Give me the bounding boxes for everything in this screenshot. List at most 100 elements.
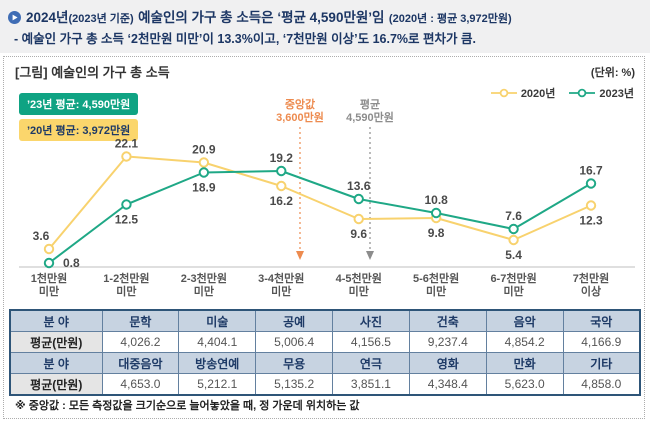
value-label: 22.1 (115, 137, 139, 151)
data-point (585, 178, 597, 189)
unit-label: (단위: %) (590, 67, 635, 79)
value-label: 9.8 (428, 226, 445, 240)
avg-2020-badge: ’20년 평균: 3,972만원 (19, 119, 139, 141)
average-value-cell: 5,623.0 (485, 373, 564, 396)
arrow-bullet-icon (8, 11, 21, 29)
annotation-value: 4,590만원 (346, 110, 394, 124)
average-value-cell: 5,212.1 (178, 373, 257, 396)
average-value-cell: 3,851.1 (332, 373, 410, 396)
average-value-cell: 4,026.2 (101, 331, 180, 353)
headline: 2024년(2023년 기준) 예술인의 가구 총 소득은 ‘평균 4,590만… (8, 6, 512, 29)
value-label: 16.2 (270, 194, 294, 208)
value-label: 3.6 (33, 229, 50, 243)
headline-paren: (2020년 : 평균 3,972만원) (388, 13, 512, 25)
value-label: 20.9 (192, 143, 216, 157)
average-value-cell: 4,854.2 (485, 331, 564, 353)
data-point (43, 243, 55, 255)
annotation-value: 3,600만원 (276, 110, 324, 124)
value-label: 19.2 (270, 151, 294, 165)
category-label: 1천만원 (31, 271, 67, 285)
average-value-cell: 4,166.9 (562, 331, 641, 353)
data-point (198, 167, 210, 178)
value-label: 16.7 (579, 164, 603, 178)
field-name-cell: 공예 (255, 309, 334, 332)
data-point (121, 199, 132, 210)
category-label: 미만 (39, 284, 59, 298)
data-point (585, 200, 597, 211)
headline-main: 예술인의 가구 총 소득은 ‘평균 4,590만원’임 (138, 10, 385, 25)
income-by-field-table: 분 야 문학 미술 공예 사진 건축 음악 국악 평균(만원) 4,026.2 4,404.1 5,0… (9, 309, 641, 396)
legend-marker-icon (569, 88, 596, 98)
average-value-cell: 5,135.2 (255, 373, 334, 396)
field-name-cell: 기타 (562, 352, 641, 374)
row-header-average: 평균(만원) (9, 373, 103, 396)
legend-label: 2023년 (599, 88, 634, 100)
value-label: 12.5 (115, 213, 139, 227)
value-label: 7.6 (505, 209, 522, 223)
series-line-2023년 (48, 170, 592, 264)
row-header-field: 분 야 (9, 309, 103, 332)
category-label: 미만 (116, 284, 136, 298)
average-badges: ’23년 평균: 4,590만원 ’20년 평균: 3,972만원 (19, 93, 139, 145)
field-name-cell: 연극 (332, 352, 410, 374)
average-value-cell: 4,156.5 (332, 331, 410, 353)
legend-item-2023년: 2023년 (569, 85, 634, 101)
table-row: 분 야 대중음악 방송연예 무용 연극 영화 만화 기타 (9, 352, 641, 374)
average-value-cell: 4,404.1 (178, 331, 257, 353)
data-point (353, 193, 364, 205)
headline-year: 2024년 (26, 10, 69, 25)
field-name-cell: 미술 (178, 309, 257, 332)
value-label: 0.8 (63, 256, 80, 270)
category-label: 5-6천만원 (413, 271, 459, 285)
data-point (198, 157, 210, 168)
data-point (276, 180, 287, 192)
headline-basis: (2023년 기준) (68, 13, 134, 25)
row-header-field: 분 야 (9, 352, 103, 374)
category-label: 6-7천만원 (490, 271, 536, 285)
average-value-cell: 4,348.4 (408, 373, 487, 396)
field-name-cell: 영화 (408, 352, 487, 374)
data-point (276, 165, 287, 177)
category-label: 이상 (581, 284, 601, 298)
data-point (353, 213, 364, 225)
category-label: 1-2천만원 (103, 271, 149, 285)
value-label: 10.8 (424, 193, 448, 207)
data-point (508, 223, 519, 235)
data-point (430, 207, 442, 219)
data-point (43, 257, 55, 269)
field-name-cell: 건축 (408, 309, 487, 332)
category-label: 미만 (271, 284, 291, 298)
category-label: 3-4천만원 (258, 271, 304, 285)
series-line-2020년 (48, 155, 592, 250)
legend-label: 2020년 (520, 88, 556, 100)
category-label: 미만 (426, 284, 446, 298)
data-point (508, 234, 519, 246)
field-name-cell: 문학 (101, 309, 180, 332)
annotation-arrow-icon (366, 251, 374, 260)
average-value-cell: 4,653.0 (101, 373, 180, 396)
value-label: 12.3 (579, 214, 603, 228)
footnote: ※ 중앙값 : 모든 측정값을 크기순으로 늘어놓았을 때, 정 가운데 위치하… (15, 400, 360, 412)
value-label: 5.4 (505, 248, 522, 262)
legend-item-2020년: 2020년 (490, 85, 556, 101)
category-label: 7천만원 (573, 271, 609, 285)
field-name-cell: 만화 (485, 352, 564, 374)
header-note: 2024년(2023년 기준) 예술인의 가구 총 소득은 ‘평균 4,590만… (0, 0, 650, 53)
table-row: 평균(만원) 4,653.0 5,212.1 5,135.2 3,851.1 4,348.… (9, 373, 641, 396)
annotation-label: 중앙값 (285, 98, 315, 111)
category-label: 4-5천만원 (336, 271, 382, 285)
subline: - 예술인 가구 총 소득 ‘2천만원 미만’이 13.3%이고, ‘7천만원 … (14, 32, 476, 46)
figure-title: [그림] 예술인의 가구 총 소득 (15, 65, 170, 80)
average-value-cell: 9,237.4 (408, 331, 487, 353)
value-label: 9.6 (350, 227, 367, 241)
category-label: 미만 (503, 284, 523, 298)
table-row: 분 야 문학 미술 공예 사진 건축 음악 국악 (9, 309, 641, 332)
field-name-cell: 방송연예 (178, 352, 257, 374)
field-name-cell: 대중음악 (101, 352, 180, 374)
value-label: 18.9 (192, 181, 216, 195)
average-value-cell: 4,858.0 (562, 373, 641, 396)
field-name-cell: 음악 (485, 309, 564, 332)
chart-legend: 2020년 2023년 (490, 85, 634, 101)
figure-panel: [그림] 예술인의 가구 총 소득 (단위: %) ’23년 평균: 4,590… (3, 56, 645, 419)
